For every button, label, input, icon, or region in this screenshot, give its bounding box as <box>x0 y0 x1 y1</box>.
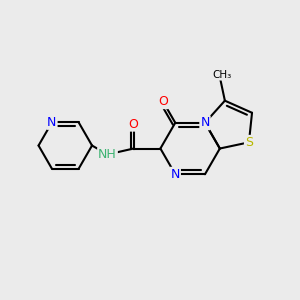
Text: N: N <box>200 116 210 129</box>
Text: O: O <box>158 95 168 108</box>
Text: S: S <box>245 136 253 149</box>
Text: N: N <box>47 116 57 129</box>
Text: O: O <box>129 118 139 130</box>
Text: NH: NH <box>98 148 117 161</box>
Text: N: N <box>171 168 180 181</box>
Text: CH₃: CH₃ <box>212 70 232 80</box>
